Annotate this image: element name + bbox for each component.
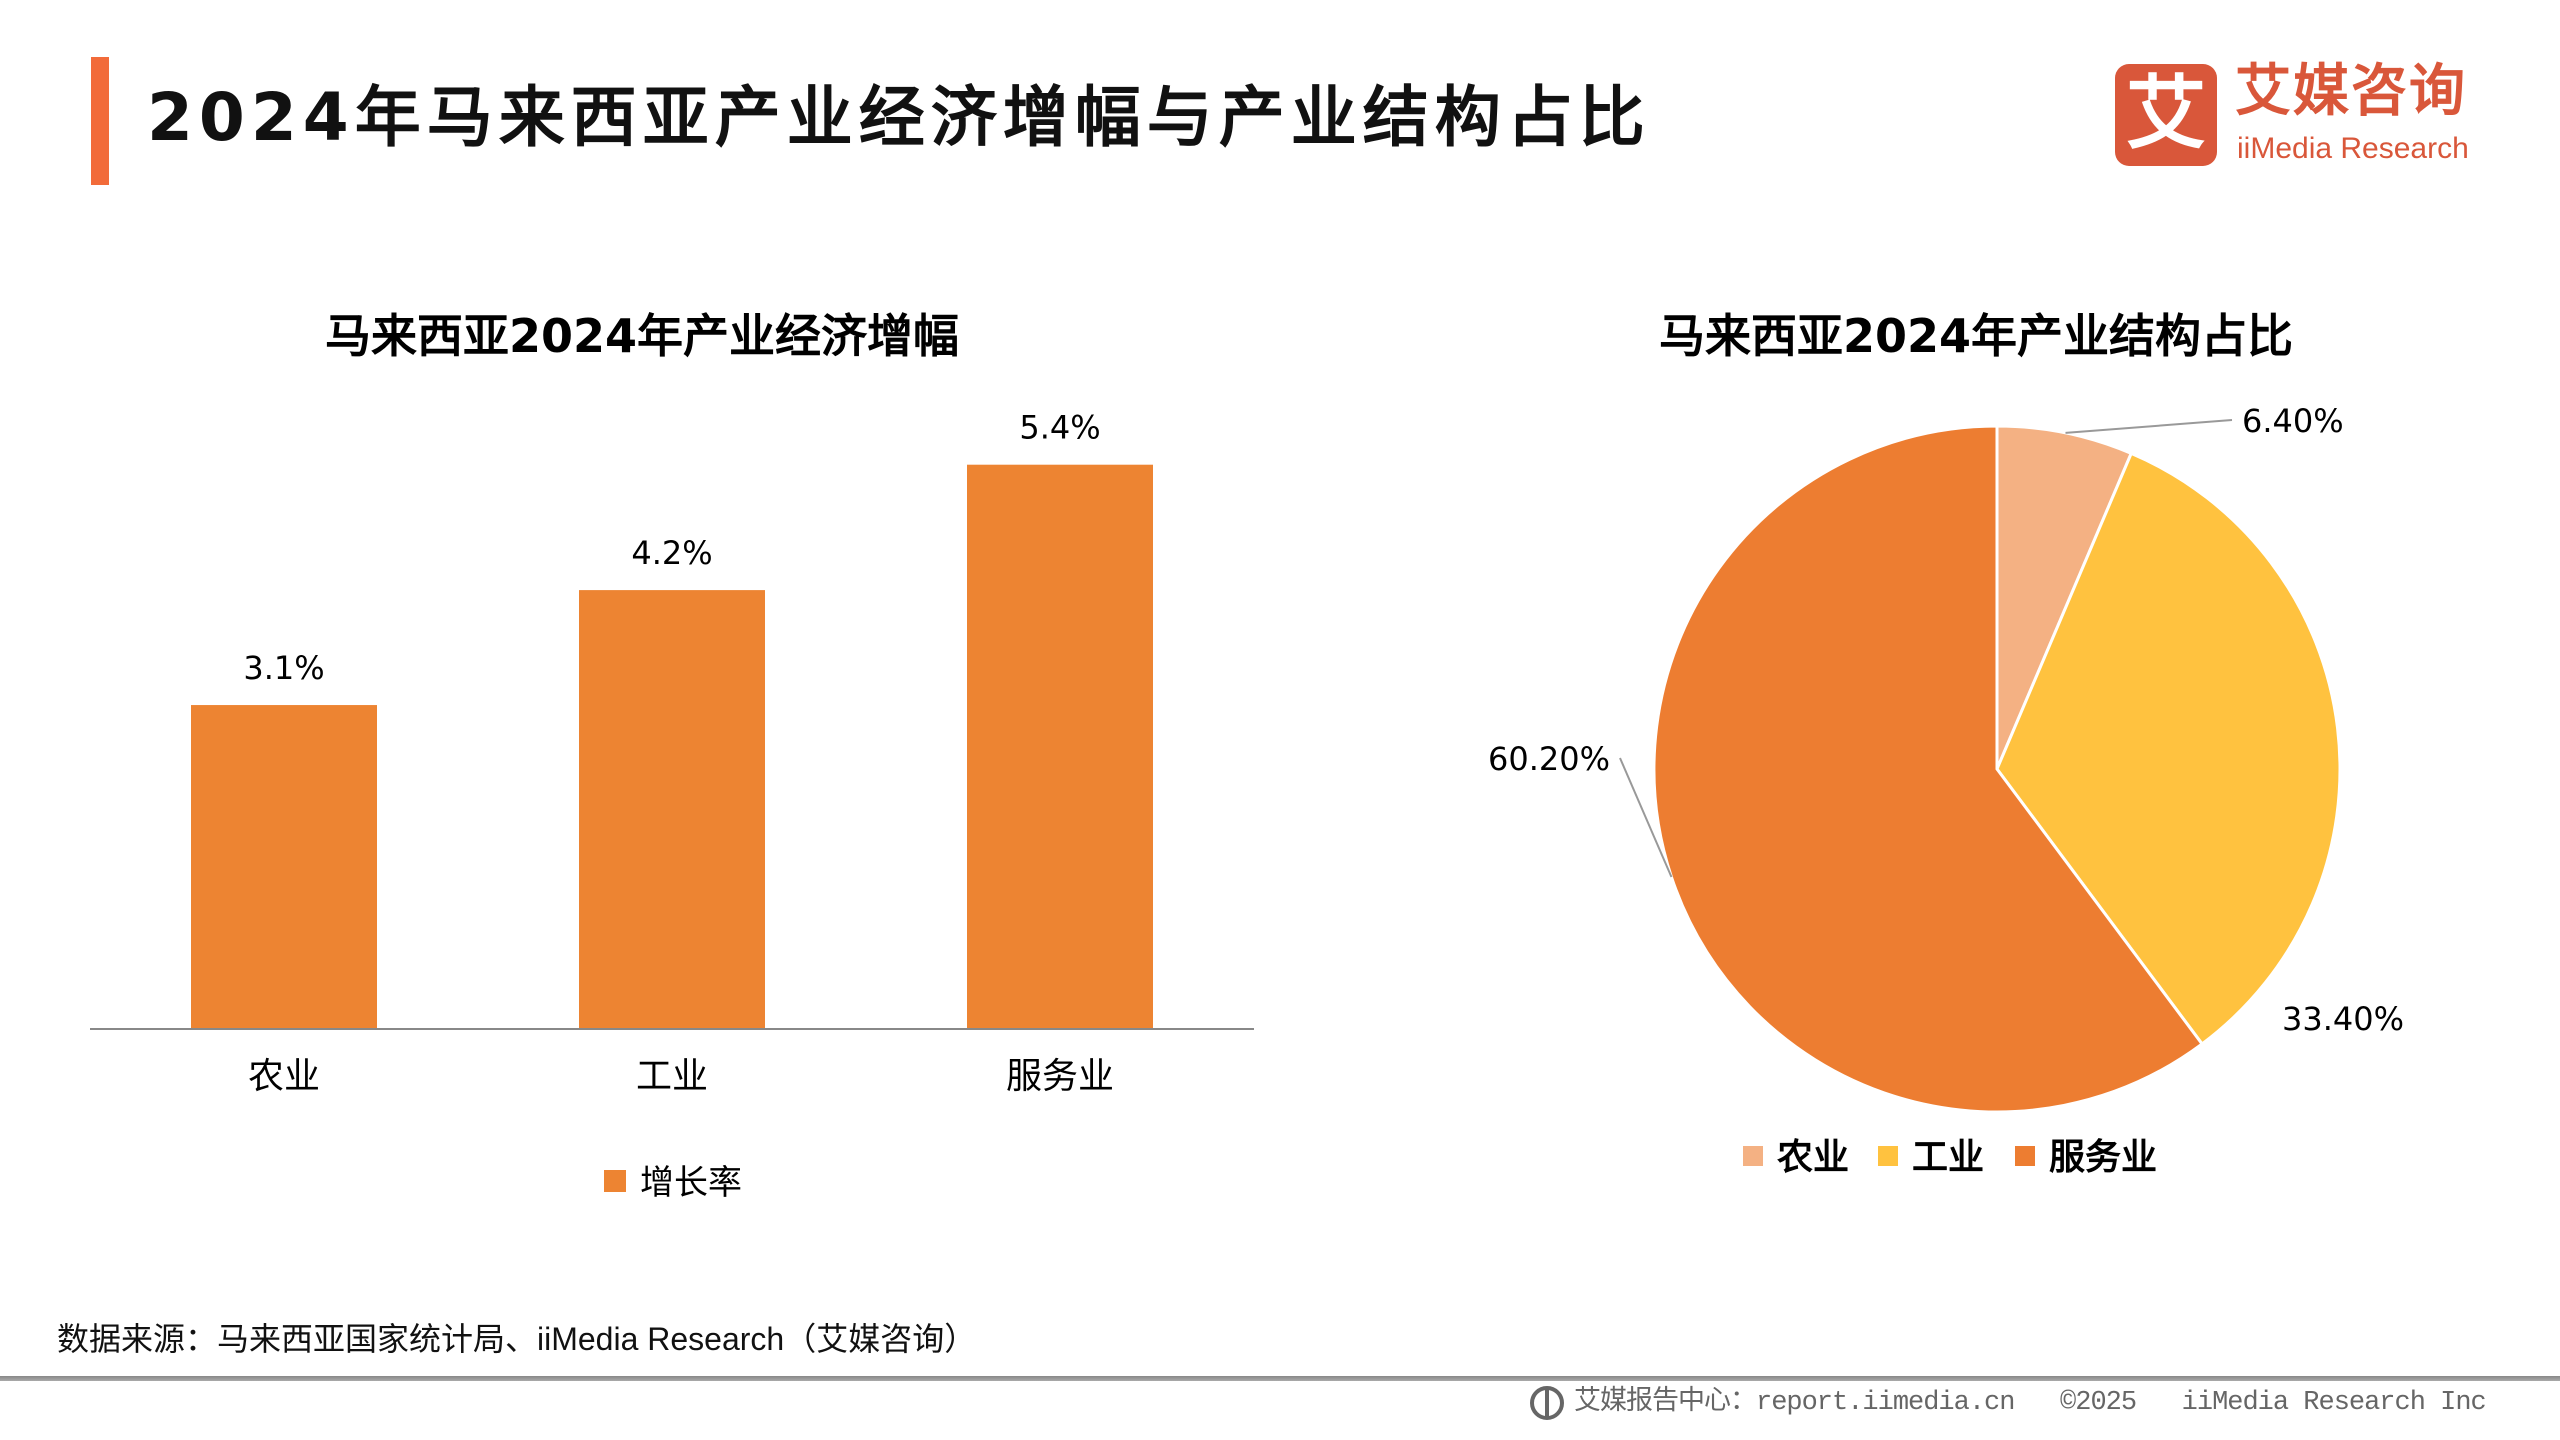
pie-slice xyxy=(1652,424,2205,1114)
pie-leader-line xyxy=(2065,419,2233,434)
bar-category-label: 工业 xyxy=(636,1056,708,1097)
bar-chart-title: 马来西亚2024年产业经济增幅 xyxy=(325,309,959,363)
pie-chart: 6.40% 33.40% 60.20% xyxy=(1488,402,2404,1114)
bar-legend-label: 增长率 xyxy=(640,1163,742,1203)
footer: 艾媒报告中心：report.iimedia.cn ©2025 iiMedia R… xyxy=(1530,1386,2487,1420)
pie-legend-swatch xyxy=(1878,1146,1898,1166)
pie-legend-swatch xyxy=(2015,1146,2035,1166)
logo: 艾 艾媒咨询 iiMedia Research xyxy=(2115,62,2535,172)
pie-chart-title: 马来西亚2024年产业结构占比 xyxy=(1659,309,2293,363)
pie-data-label: 33.40% xyxy=(2282,1000,2404,1038)
footer-divider xyxy=(0,1376,2560,1381)
bar-data-label: 5.4% xyxy=(1019,409,1100,447)
data-source: 数据来源：马来西亚国家统计局、iiMedia Research（艾媒咨询） xyxy=(57,1321,977,1357)
pie-data-label: 60.20% xyxy=(1488,740,1610,778)
title-accent-bar xyxy=(91,57,109,185)
bar-data-label: 3.1% xyxy=(243,649,324,687)
bar xyxy=(579,590,765,1029)
bar xyxy=(191,705,377,1029)
pie-slice xyxy=(1995,451,2342,1047)
logo-en: iiMedia Research xyxy=(2237,132,2469,165)
bar xyxy=(967,464,1153,1029)
bar-legend: 增长率 xyxy=(604,1163,742,1203)
bar-category-label: 服务业 xyxy=(1006,1056,1114,1097)
pie-legend-label: 服务业 xyxy=(2049,1137,2157,1178)
pie-legend: 农业 工业 服务业 xyxy=(1743,1137,2157,1178)
pie-legend-label: 工业 xyxy=(1912,1137,1984,1178)
page-title: 2024年马来西亚产业经济增幅与产业结构占比 xyxy=(147,79,1651,156)
bar-data-label: 4.2% xyxy=(631,534,712,572)
pie-legend-swatch xyxy=(1743,1146,1763,1166)
bar-chart: 3.1% 农业 4.2% 工业 5.4% 服务业 xyxy=(191,409,1153,1097)
globe-cursor-icon xyxy=(1530,1386,1564,1420)
bar-category-label: 农业 xyxy=(248,1056,320,1097)
pie-leader-line xyxy=(1619,757,1673,878)
footer-text: 艾媒报告中心：report.iimedia.cn ©2025 iiMedia R… xyxy=(1574,1388,2487,1418)
bar-legend-swatch xyxy=(604,1170,626,1192)
pie-data-label: 6.40% xyxy=(2242,402,2344,440)
pie-legend-label: 农业 xyxy=(1777,1137,1849,1178)
pie-slice xyxy=(1995,424,2134,770)
logo-cn: 艾媒咨询 xyxy=(2235,59,2467,124)
logo-mark: 艾 xyxy=(2115,64,2217,166)
